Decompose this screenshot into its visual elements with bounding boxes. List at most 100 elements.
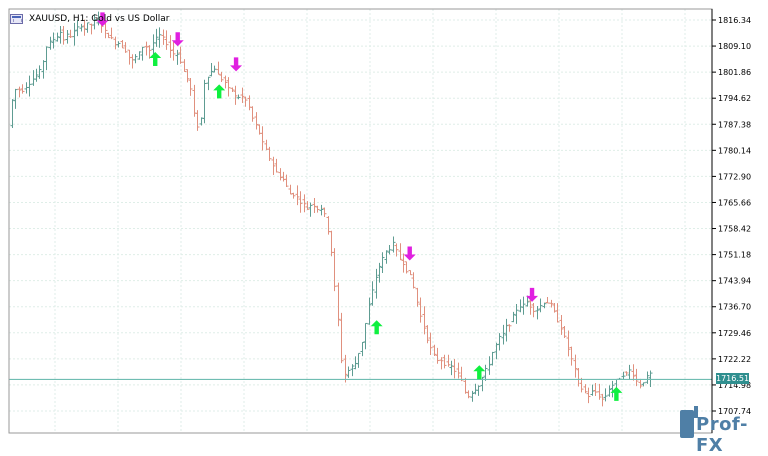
ohlc-bar [322,207,327,218]
ohlc-bar [51,32,56,49]
ohlc-bar [123,42,128,53]
ohlc-bar [240,87,245,103]
buy-arrow-icon [473,365,486,380]
ohlc-bar [538,298,543,313]
ohlc-bar [188,78,193,96]
ohlc-bar [55,32,60,42]
ohlc-bar [10,99,15,128]
ohlc-bar [250,106,255,122]
ohlc-bar [442,354,447,369]
ohlc-bar [607,385,612,397]
ohlc-bar [85,22,90,33]
ohlc-bar [411,272,416,289]
ohlc-bar [603,388,608,402]
sell-arrow-icon [96,12,109,27]
ohlc-bar [212,65,217,73]
ohlc-bar [507,324,512,332]
ohlc-bar [13,88,18,109]
ohlc-bar [82,19,87,36]
ohlc-bar [233,85,238,105]
ohlc-bar [374,268,379,299]
ohlc-bar [452,359,457,379]
ohlc-bar [401,253,406,273]
watermark-text: Prof-FX [696,414,748,456]
ohlc-bar [631,364,636,381]
ohlc-bar [302,194,307,213]
ohlc-bar [377,262,382,283]
ohlc-bar [133,54,138,64]
ohlc-bar [58,26,63,44]
ohlc-bar [79,23,84,32]
ohlc-bar [319,204,324,216]
ohlc-bar [504,318,509,342]
ohlc-bar [583,384,588,394]
ohlc-bar [514,303,519,324]
ohlc-bar [545,296,550,304]
ohlc-bar [638,378,643,389]
ohlc-bar [144,41,149,56]
ohlc-bar [192,84,197,117]
ohlc-bar [37,65,42,79]
price-tick-label: 1801.86 [718,68,751,77]
ohlc-bar [65,29,70,44]
ohlc-bar [185,69,190,83]
ohlc-bar [109,27,114,40]
ohlc-bar [350,364,355,377]
ohlc-bars [10,11,653,407]
ohlc-bar [634,368,639,387]
chart-window-icon [10,14,23,24]
ohlc-bar [343,354,348,383]
ohlc-bar [360,341,365,357]
ohlc-bar [600,393,605,407]
ohlc-bar [645,371,650,384]
ohlc-bar [106,32,111,39]
ohlc-bar [562,325,567,338]
ohlc-bar [422,306,427,335]
ohlc-bar [41,60,46,79]
ohlc-bar [356,352,361,368]
ohlc-bar [274,158,279,173]
ohlc-bar [34,68,39,82]
ohlc-bar [315,205,320,213]
ohlc-bar [627,364,632,380]
ohlc-bar [305,201,310,210]
ohlc-bar [164,30,169,50]
ohlc-bar [549,299,554,308]
ohlc-bar [195,110,200,131]
ohlc-bar [120,40,125,49]
ohlc-bar [511,311,516,323]
ohlc-bar [157,27,162,48]
ohlc-bar [497,333,502,351]
price-tick-label: 1707.74 [718,407,751,416]
ohlc-bar [339,312,344,364]
price-chart[interactable]: 1816.34 1809.10 1801.86 1794.62 1787.38 1780.… [0,0,768,442]
ohlc-bar [140,46,145,61]
price-tick-label: 1816.34 [718,16,751,25]
ohlc-bar [398,243,403,261]
ohlc-bar [387,244,392,255]
ohlc-bar [566,330,571,357]
price-tick-label: 1780.14 [718,146,751,155]
ohlc-bar [521,296,526,315]
ohlc-bar [446,354,451,367]
chart-title-bar: XAUUSD, H1: Gold vs US Dollar [10,10,170,28]
price-tick-label: 1736.70 [718,303,751,312]
ohlc-bar [610,380,615,398]
ohlc-bar [284,174,289,188]
ohlc-bar [391,236,396,253]
ohlc-bar [298,191,303,213]
ohlc-bar [353,356,358,370]
ohlc-bar [483,364,488,381]
price-tick-label: 1714.98 [718,381,751,390]
ohlc-bar [363,322,368,350]
ohlc-bar [590,384,595,396]
buy-arrow-icon [370,320,383,335]
sell-arrow-icon [171,32,184,47]
prof-fx-watermark: Prof-FX [676,402,768,456]
ohlc-bar [384,250,389,264]
ohlc-bar [542,302,547,309]
ohlc-bar [175,49,180,65]
ohlc-bar [370,281,375,306]
ohlc-bar [291,192,296,199]
